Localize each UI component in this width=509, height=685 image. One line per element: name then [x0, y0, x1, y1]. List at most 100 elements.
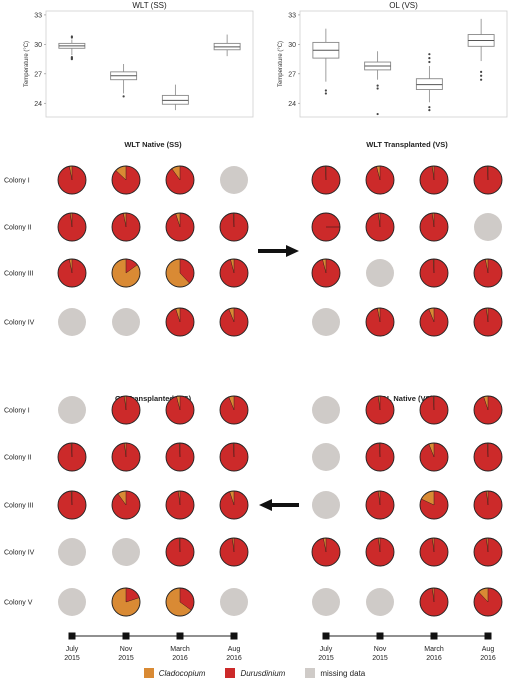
- pie-outline: [419, 537, 449, 567]
- box-4: [213, 34, 241, 57]
- timeline-label-line: Aug: [228, 646, 241, 653]
- pie-chart: [165, 490, 195, 520]
- y-axis-label: Temperature (°C): [278, 41, 284, 87]
- pie-chart: [365, 442, 395, 472]
- timeline-label: March 2016: [424, 646, 444, 662]
- outlier-point: [428, 109, 431, 112]
- y-tick-label: 24: [34, 101, 42, 108]
- pie-outline: [111, 395, 141, 425]
- pie-chart: [312, 491, 340, 519]
- pie-outline: [311, 165, 341, 195]
- pie-chart: [165, 307, 195, 337]
- pie-outline: [473, 442, 503, 472]
- timeline-label: July 2015: [64, 646, 80, 662]
- box-1: [58, 35, 86, 61]
- legend-swatch: [305, 668, 316, 678]
- pie-chart: [111, 490, 141, 520]
- box-1: [312, 28, 340, 95]
- outlier-point: [70, 56, 73, 59]
- pie-missing-data: [312, 396, 340, 424]
- pie-outline: [165, 165, 195, 195]
- boxplot-frame: [45, 10, 254, 118]
- pie-outline: [165, 442, 195, 472]
- pie-chart: [58, 308, 86, 336]
- pie-chart: [473, 537, 503, 567]
- colony-label: Colony IV: [4, 550, 35, 557]
- pie-chart: [366, 259, 394, 287]
- colony-label: Colony IV: [4, 320, 35, 327]
- timeline-label-line: 2015: [318, 655, 334, 662]
- pie-missing-data: [112, 308, 140, 336]
- pie-chart: [311, 537, 341, 567]
- timeline: July 2015 Nov 2015 March 2016 Aug 2016: [318, 632, 496, 662]
- pie-outline: [473, 395, 503, 425]
- pie-outline: [111, 165, 141, 195]
- pie-missing-data: [474, 213, 502, 241]
- y-tick-label: 33: [34, 12, 42, 19]
- pie-chart: [365, 395, 395, 425]
- pie-chart: [57, 212, 87, 242]
- y-axis-label: Temperature (°C): [24, 41, 30, 87]
- pie-chart: [311, 212, 341, 242]
- pie-chart: [366, 588, 394, 616]
- legend-item-missing-data: missing data: [305, 668, 365, 678]
- pie-outline: [219, 212, 249, 242]
- pie-outline: [473, 537, 503, 567]
- pie-chart: [419, 395, 449, 425]
- pie-outline: [419, 490, 449, 520]
- pie-chart: [219, 442, 249, 472]
- boxplot-frame: [299, 10, 508, 118]
- pie-outline: [473, 307, 503, 337]
- pie-chart: [57, 490, 87, 520]
- pie-chart: [165, 212, 195, 242]
- timeline-marker: [430, 632, 438, 640]
- pie-chart: [58, 396, 86, 424]
- legend: Cladocopium Durusdinium missing data: [0, 665, 509, 681]
- outlier-point: [376, 84, 379, 87]
- pie-chart: [111, 165, 141, 195]
- pie-chart: [419, 165, 449, 195]
- timeline-label-line: 2015: [64, 655, 80, 662]
- outlier-point: [428, 53, 431, 56]
- colony-label: Colony I: [4, 408, 30, 415]
- pie-missing-data: [312, 588, 340, 616]
- pie-chart: [419, 490, 449, 520]
- timeline-label: Aug 2016: [480, 646, 496, 662]
- pie-outline: [365, 490, 395, 520]
- timeline-label-line: 2015: [372, 655, 388, 662]
- pie-chart: [312, 396, 340, 424]
- pie-outline: [311, 258, 341, 288]
- pie-outline: [473, 587, 503, 617]
- colony-label: Colony II: [4, 455, 32, 462]
- y-tick-label: 30: [288, 42, 296, 49]
- pie-outline: [219, 258, 249, 288]
- pie-outline: [419, 395, 449, 425]
- outlier-point: [480, 70, 483, 73]
- timeline-label-line: July: [66, 646, 79, 653]
- pie-outline: [165, 395, 195, 425]
- pie-outline: [111, 258, 141, 288]
- pie-outline: [219, 537, 249, 567]
- box-2: [364, 51, 392, 116]
- timeline-marker: [376, 632, 384, 640]
- timeline-marker: [176, 632, 184, 640]
- pie-chart: [219, 307, 249, 337]
- outlier-point: [122, 95, 125, 98]
- pie-chart: [112, 538, 140, 566]
- timeline-label-line: 2016: [480, 655, 496, 662]
- pie-outline: [165, 537, 195, 567]
- outlier-point: [480, 74, 483, 77]
- pie-chart: [57, 165, 87, 195]
- pie-chart: [111, 442, 141, 472]
- pie-chart: [219, 490, 249, 520]
- pie-panel-title: OL Native (VS): [381, 394, 433, 403]
- arrow-left: [259, 499, 299, 511]
- timeline-label: July 2015: [318, 646, 334, 662]
- pie-chart: [165, 537, 195, 567]
- pie-missing-data: [366, 588, 394, 616]
- outlier-point: [324, 92, 327, 95]
- pie-chart: [311, 165, 341, 195]
- box-2: [110, 64, 138, 98]
- pie-outline: [111, 442, 141, 472]
- pie-chart: [165, 395, 195, 425]
